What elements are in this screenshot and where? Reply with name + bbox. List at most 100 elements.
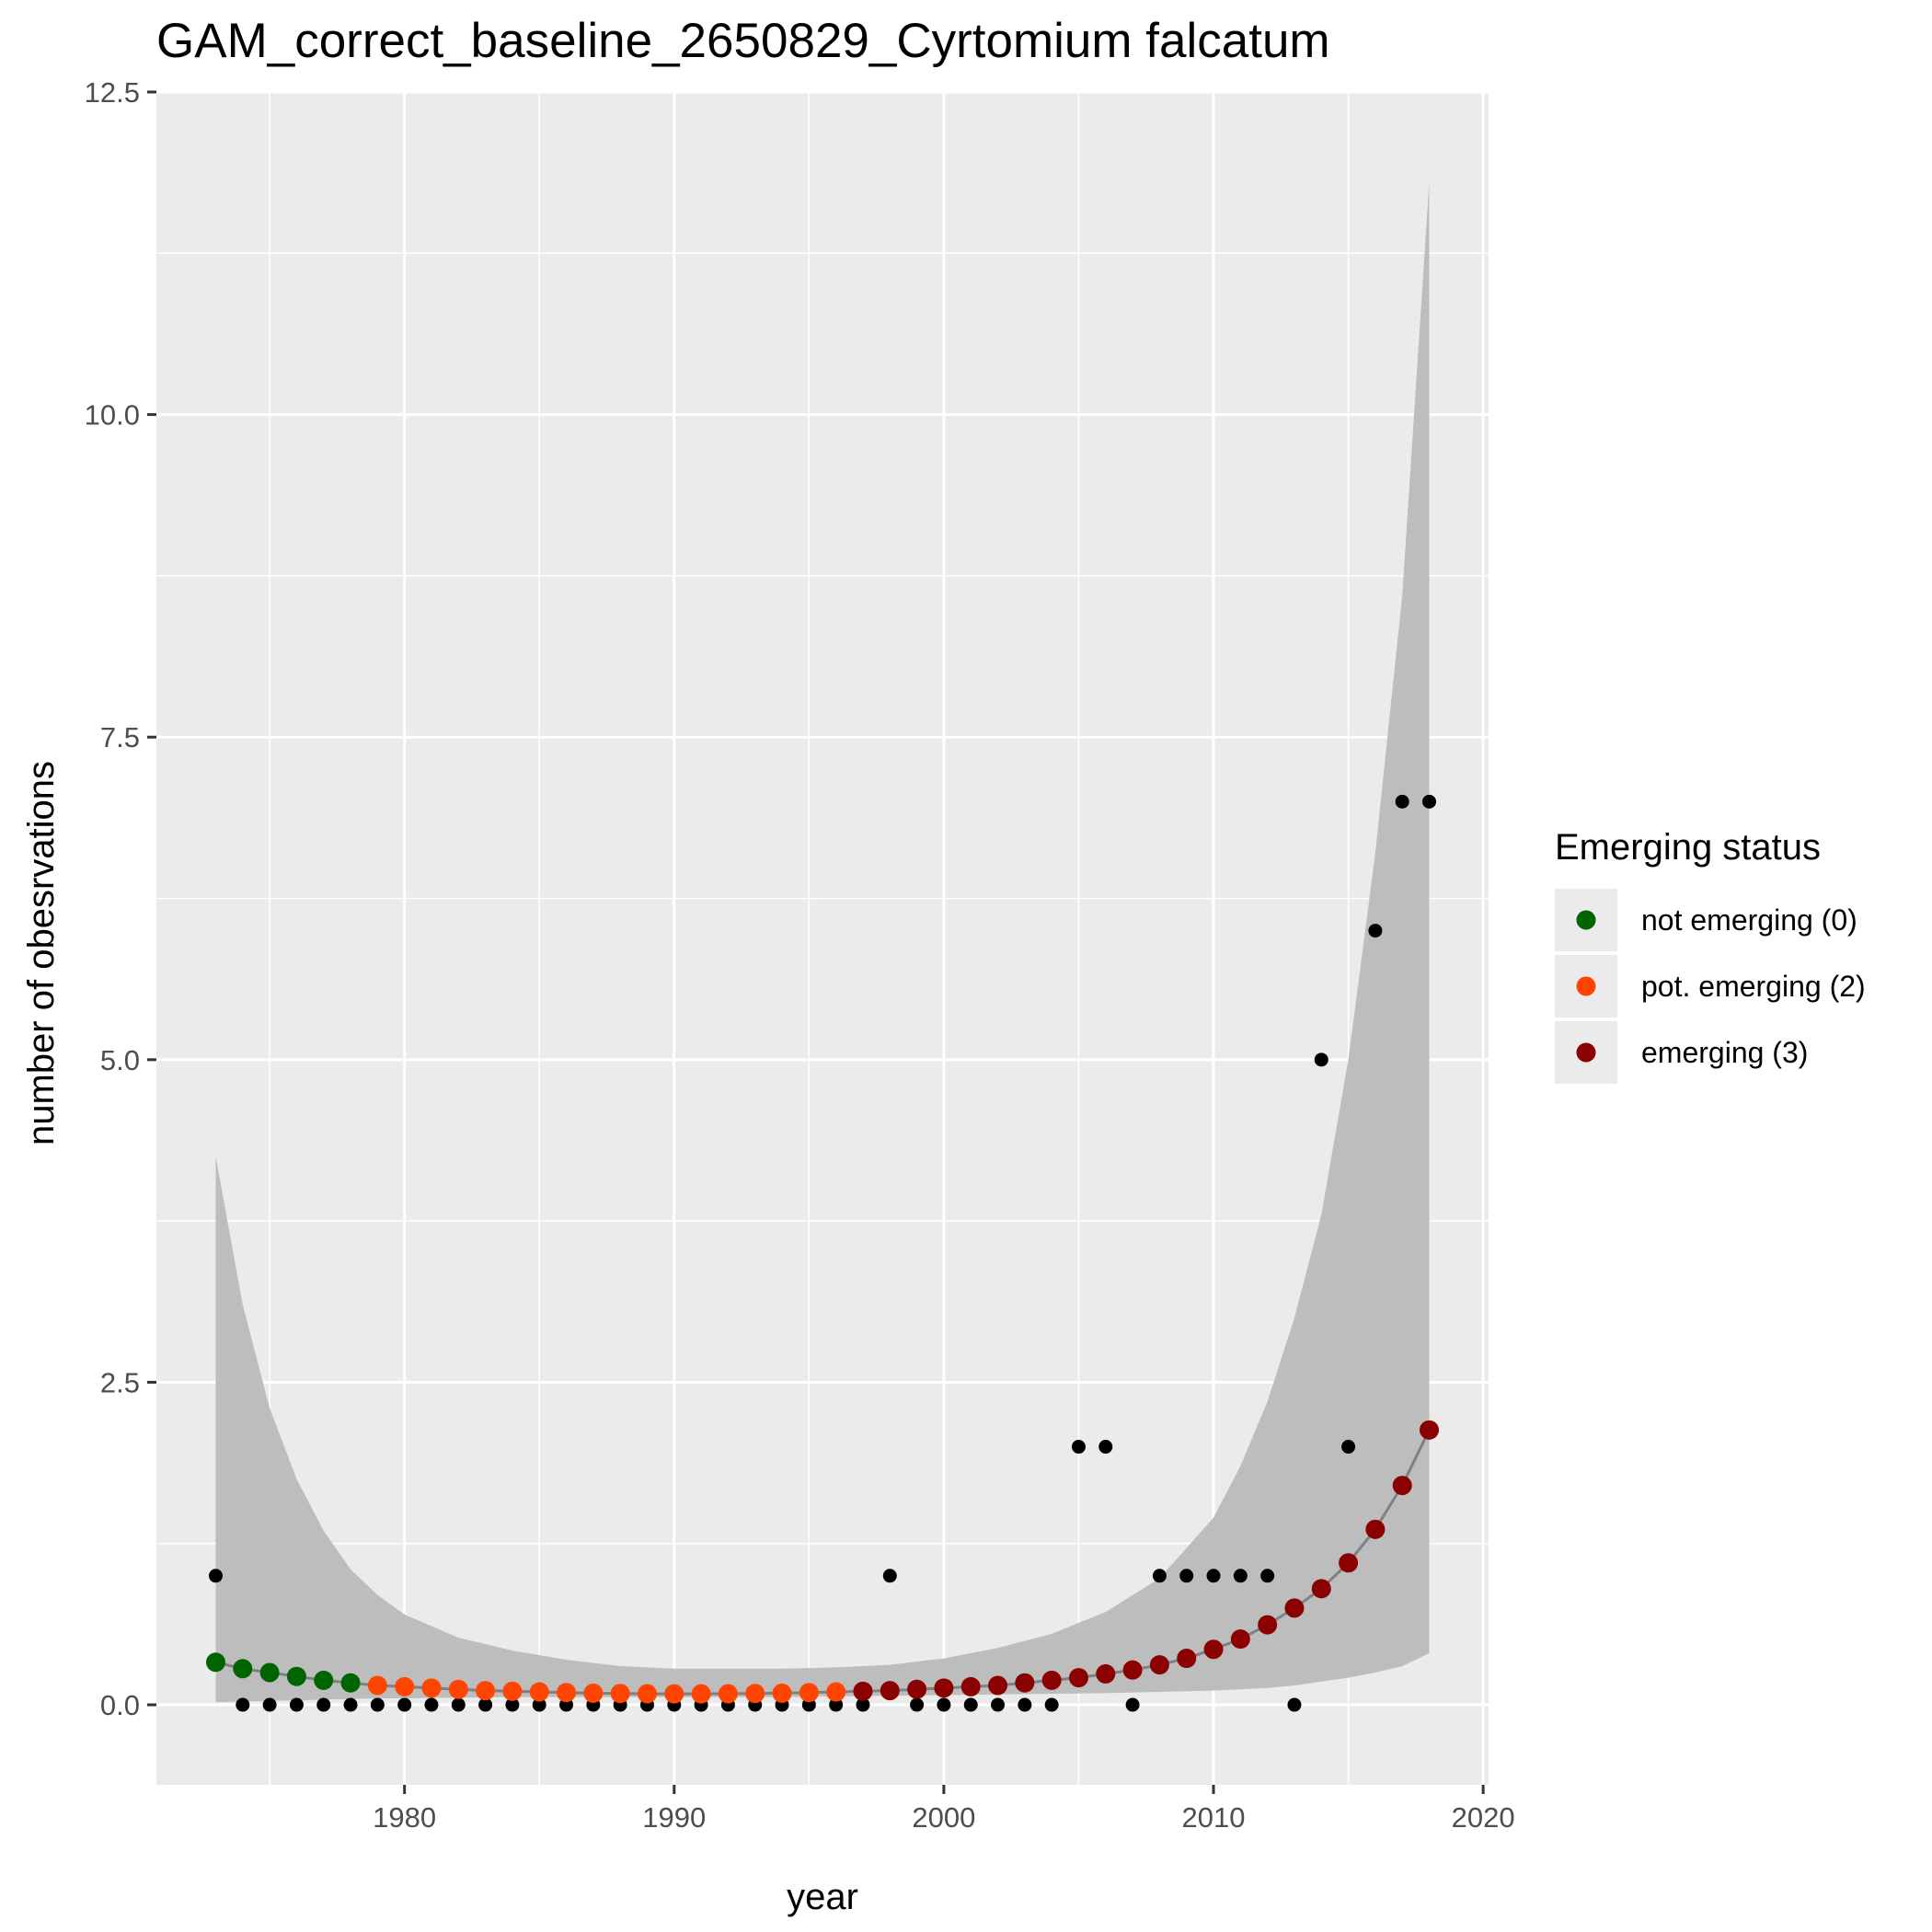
fit-point <box>799 1683 819 1703</box>
observed-point <box>937 1697 951 1712</box>
fit-point <box>637 1684 657 1704</box>
fit-point <box>934 1678 954 1698</box>
y-tick-label: 0.0 <box>100 1689 140 1721</box>
observed-point <box>505 1697 520 1712</box>
observed-point <box>343 1697 358 1712</box>
fit-point <box>1311 1579 1331 1599</box>
observed-point <box>289 1697 304 1712</box>
fit-point <box>1068 1668 1088 1688</box>
fit-point <box>853 1681 873 1701</box>
fit-point <box>610 1684 630 1704</box>
observed-point <box>316 1697 331 1712</box>
observed-point <box>262 1697 277 1712</box>
confidence-ribbon <box>215 182 1430 1703</box>
observed-point <box>424 1697 439 1712</box>
observed-point <box>1314 1052 1328 1067</box>
legend-swatch <box>1576 1042 1596 1063</box>
fit-point <box>340 1673 361 1693</box>
observed-point <box>1233 1569 1248 1583</box>
fit-point <box>988 1675 1008 1696</box>
fit-point <box>880 1681 900 1701</box>
fit-point <box>664 1684 684 1704</box>
y-tick-label: 5.0 <box>100 1044 140 1076</box>
observed-point <box>370 1697 385 1712</box>
legend-title: Emerging status <box>1555 827 1821 868</box>
observed-point <box>1018 1697 1032 1712</box>
observed-point <box>1152 1569 1167 1583</box>
fit-point <box>772 1683 792 1703</box>
observed-point <box>397 1697 412 1712</box>
y-tick-label: 7.5 <box>100 721 140 753</box>
fit-line-layer <box>215 1429 1431 1696</box>
fit-point <box>367 1675 387 1696</box>
fit-point <box>1339 1553 1359 1573</box>
fit-point <box>448 1679 468 1699</box>
y-axis-title: number of obesrvations <box>21 761 62 1145</box>
observed-point <box>1395 794 1409 809</box>
y-axis: 0.0 2.5 5.0 7.5 10.0 12.5 <box>85 76 156 1721</box>
observed-point <box>856 1697 870 1712</box>
observed-point <box>1422 794 1437 809</box>
observed-point <box>1341 1440 1356 1455</box>
observed-point <box>1044 1697 1059 1712</box>
fit-point <box>1284 1598 1305 1618</box>
fit-point <box>1149 1655 1169 1675</box>
y-tick-label: 12.5 <box>85 76 140 109</box>
observed-point <box>532 1697 546 1712</box>
fit-point <box>421 1678 442 1698</box>
observed-point <box>1287 1697 1302 1712</box>
x-tick-label: 2020 <box>1452 1801 1515 1834</box>
fit-point <box>476 1681 496 1701</box>
legend-swatch <box>1576 976 1596 996</box>
fit-point <box>259 1662 280 1683</box>
observed-points-layer <box>208 794 1437 1712</box>
observed-point <box>910 1697 925 1712</box>
legend-label: emerging (3) <box>1641 1036 1808 1069</box>
observed-point <box>882 1569 897 1583</box>
legend: Emerging status not emerging (0) pot. eme… <box>1555 827 1866 1084</box>
x-tick-label: 2000 <box>912 1801 975 1834</box>
fit-point <box>745 1684 765 1704</box>
fit-line <box>215 1429 1431 1696</box>
observed-point <box>1179 1569 1194 1583</box>
fit-point <box>1122 1660 1143 1680</box>
fit-point <box>1177 1649 1197 1669</box>
fit-point <box>1230 1629 1250 1650</box>
fit-point <box>1420 1420 1440 1440</box>
fit-points-layer <box>205 1420 1440 1704</box>
fit-point <box>718 1684 738 1704</box>
fit-point <box>1203 1639 1224 1660</box>
fit-point <box>1392 1476 1412 1496</box>
observed-point <box>208 1569 223 1583</box>
observed-point <box>1368 924 1383 938</box>
x-tick-label: 1990 <box>642 1801 706 1834</box>
observed-point <box>963 1697 978 1712</box>
x-axis-title: year <box>787 1877 858 1917</box>
y-tick-label: 10.0 <box>85 399 140 431</box>
fit-point <box>907 1679 927 1699</box>
x-tick-label: 2010 <box>1182 1801 1246 1834</box>
observed-point <box>451 1697 466 1712</box>
observed-point <box>1125 1697 1140 1712</box>
fit-point <box>1096 1663 1116 1684</box>
fit-point <box>233 1659 253 1679</box>
fit-point <box>1015 1673 1035 1693</box>
fit-point <box>1365 1519 1386 1539</box>
fit-point <box>205 1652 225 1673</box>
observed-point <box>829 1697 844 1712</box>
observed-point <box>1206 1569 1221 1583</box>
fit-point <box>583 1683 604 1703</box>
legend-swatch <box>1576 910 1596 930</box>
observed-point <box>1071 1440 1086 1455</box>
legend-entries: not emerging (0) pot. emerging (2) emergin… <box>1555 889 1866 1084</box>
legend-label: not emerging (0) <box>1641 903 1857 937</box>
fit-point <box>286 1666 306 1686</box>
minor-gridlines <box>156 92 1489 1785</box>
observed-point <box>1098 1440 1113 1455</box>
fit-point <box>502 1681 523 1701</box>
observed-point <box>991 1697 1006 1712</box>
y-tick-label: 2.5 <box>100 1366 140 1398</box>
observed-point <box>1260 1569 1275 1583</box>
chart-title: GAM_correct_baseline_2650829_Cyrtomium f… <box>156 14 1330 68</box>
